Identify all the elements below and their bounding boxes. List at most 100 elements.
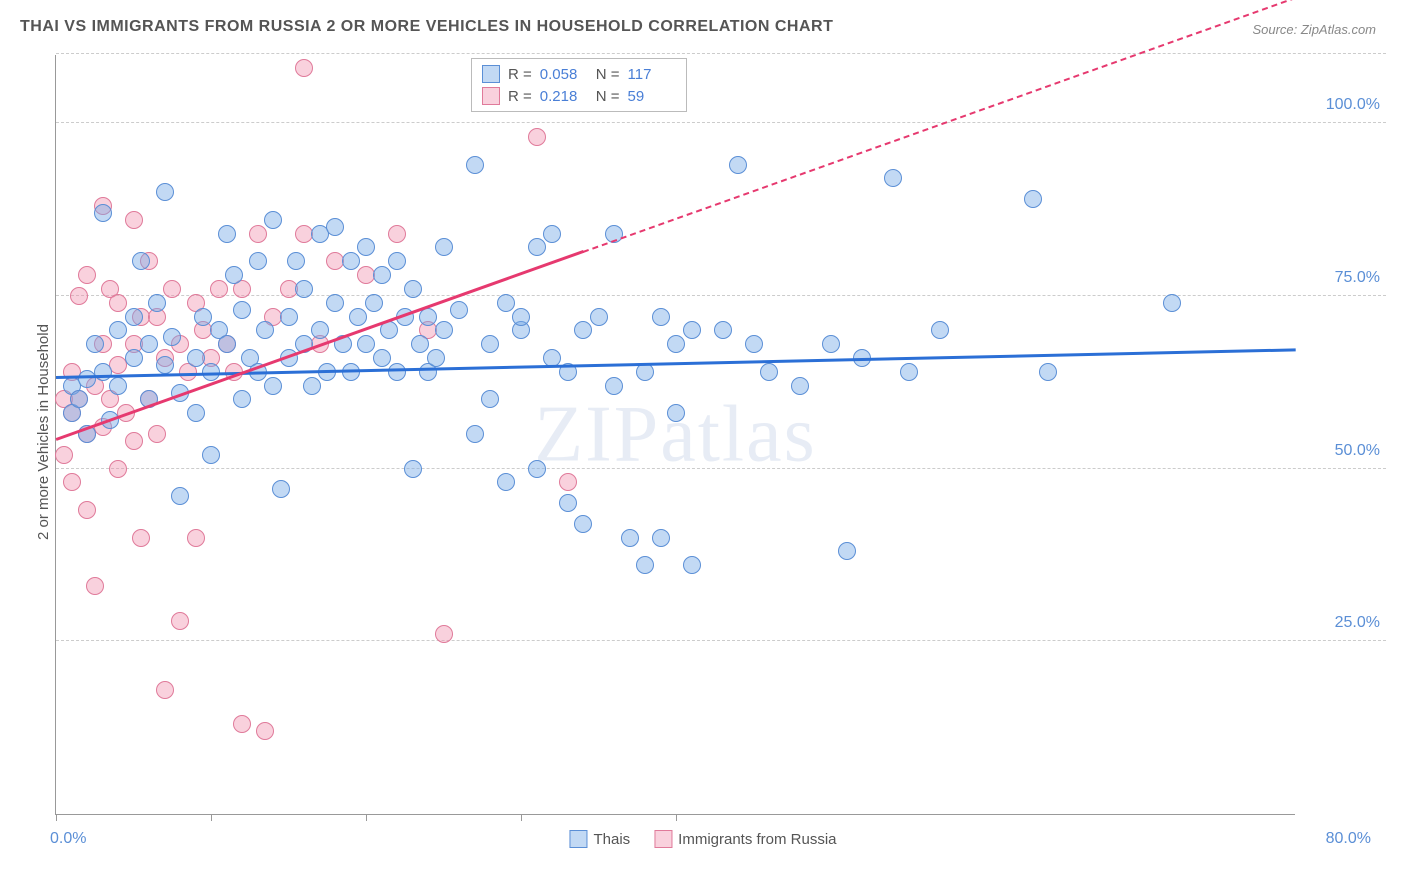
point-thai <box>760 363 778 381</box>
trend-russia-dashed <box>583 0 1297 253</box>
point-thai <box>311 321 329 339</box>
point-thai <box>194 308 212 326</box>
gridline-h <box>56 295 1386 296</box>
y-tick-label: 25.0% <box>1310 614 1380 632</box>
point-thai <box>218 225 236 243</box>
r-value-russia: 0.218 <box>540 88 588 105</box>
point-thai <box>163 328 181 346</box>
point-thai <box>349 308 367 326</box>
y-tick-label: 50.0% <box>1310 442 1380 460</box>
point-thai <box>1039 363 1057 381</box>
point-thai <box>791 377 809 395</box>
point-thai <box>435 238 453 256</box>
point-thai <box>822 335 840 353</box>
point-russia <box>132 529 150 547</box>
point-thai <box>838 542 856 560</box>
point-thai <box>900 363 918 381</box>
point-thai <box>497 294 515 312</box>
legend-item-thai: Thais <box>569 830 630 848</box>
point-thai <box>233 301 251 319</box>
swatch-russia <box>482 87 500 105</box>
point-thai <box>326 294 344 312</box>
point-thai <box>125 349 143 367</box>
source-label: Source: ZipAtlas.com <box>1252 22 1376 37</box>
point-thai <box>125 308 143 326</box>
point-thai <box>272 480 290 498</box>
point-thai <box>365 294 383 312</box>
point-thai <box>404 460 422 478</box>
point-thai <box>884 169 902 187</box>
point-russia <box>70 287 88 305</box>
point-russia <box>233 715 251 733</box>
legend-label-russia: Immigrants from Russia <box>678 831 836 848</box>
watermark: ZIPatlas <box>534 389 817 480</box>
point-thai <box>380 321 398 339</box>
point-thai <box>264 377 282 395</box>
plot-area: ZIPatlas R = 0.058 N = 117 R = 0.218 N =… <box>55 55 1295 815</box>
n-value-thai: 117 <box>628 66 676 83</box>
point-thai <box>667 404 685 422</box>
point-thai <box>636 556 654 574</box>
point-russia <box>156 681 174 699</box>
point-thai <box>357 238 375 256</box>
point-russia <box>55 446 73 464</box>
y-axis-title: 2 or more Vehicles in Household <box>35 324 52 540</box>
point-thai <box>233 390 251 408</box>
y-tick-label: 100.0% <box>1310 96 1380 114</box>
point-thai <box>559 494 577 512</box>
point-thai <box>1024 190 1042 208</box>
x-max-label: 80.0% <box>1326 830 1371 848</box>
point-thai <box>605 377 623 395</box>
point-thai <box>931 321 949 339</box>
point-thai <box>156 183 174 201</box>
point-thai <box>357 335 375 353</box>
point-thai <box>373 266 391 284</box>
legend-swatch-thai <box>569 830 587 848</box>
x-tick <box>521 814 522 821</box>
point-thai <box>574 321 592 339</box>
point-thai <box>466 425 484 443</box>
point-russia <box>435 625 453 643</box>
r-value-thai: 0.058 <box>540 66 588 83</box>
point-thai <box>388 363 406 381</box>
point-thai <box>202 446 220 464</box>
legend-item-russia: Immigrants from Russia <box>654 830 836 848</box>
point-russia <box>109 460 127 478</box>
point-thai <box>256 321 274 339</box>
point-thai <box>497 473 515 491</box>
y-tick-label: 75.0% <box>1310 269 1380 287</box>
swatch-thai <box>482 65 500 83</box>
point-thai <box>225 266 243 284</box>
point-thai <box>590 308 608 326</box>
point-thai <box>466 156 484 174</box>
point-thai <box>481 335 499 353</box>
point-thai <box>132 252 150 270</box>
point-thai <box>373 349 391 367</box>
x-tick <box>211 814 212 821</box>
point-thai <box>218 335 236 353</box>
point-thai <box>156 356 174 374</box>
point-thai <box>94 204 112 222</box>
point-thai <box>148 294 166 312</box>
point-thai <box>109 321 127 339</box>
point-thai <box>528 238 546 256</box>
point-russia <box>63 473 81 491</box>
point-russia <box>125 211 143 229</box>
stats-row-thai: R = 0.058 N = 117 <box>482 63 676 85</box>
chart-title: THAI VS IMMIGRANTS FROM RUSSIA 2 OR MORE… <box>20 18 833 36</box>
point-thai <box>287 252 305 270</box>
x-min-label: 0.0% <box>50 830 86 848</box>
point-thai <box>70 390 88 408</box>
point-thai <box>419 308 437 326</box>
point-thai <box>404 280 422 298</box>
point-thai <box>621 529 639 547</box>
point-thai <box>543 225 561 243</box>
point-thai <box>683 321 701 339</box>
point-russia <box>295 59 313 77</box>
point-thai <box>411 335 429 353</box>
point-thai <box>652 308 670 326</box>
stats-row-russia: R = 0.218 N = 59 <box>482 85 676 107</box>
n-label: N = <box>596 66 620 83</box>
gridline-h <box>56 640 1386 641</box>
point-thai <box>94 363 112 381</box>
